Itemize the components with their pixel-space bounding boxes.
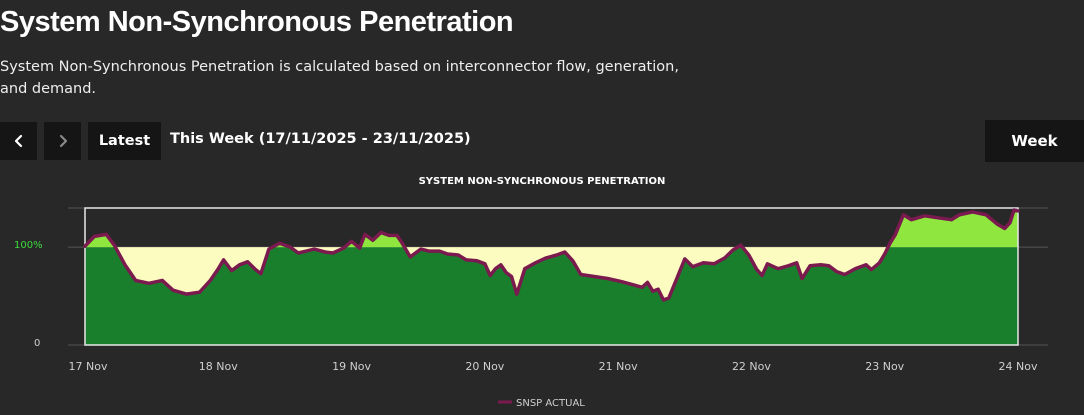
date-range-label: This Week (17/11/2025 - 23/11/2025) (170, 131, 471, 147)
previous-week-button[interactable] (0, 122, 37, 160)
period-select-week[interactable]: Week (985, 120, 1084, 162)
x-tick-label: 17 Nov (69, 360, 108, 373)
snsp-chart: SYSTEM NON-SYNCHRONOUS PENETRATION 0 100% 1… (14, 176, 1048, 409)
x-tick-label: 24 Nov (999, 360, 1038, 373)
x-tick-label: 22 Nov (732, 360, 771, 373)
x-tick-label: 18 Nov (199, 360, 238, 373)
chevron-right-icon (59, 134, 67, 148)
x-tick-label: 23 Nov (865, 360, 904, 373)
chevron-left-icon (14, 134, 22, 148)
y-tick-label: 0 (34, 338, 40, 349)
next-week-button[interactable] (44, 122, 81, 160)
page-title: System Non-Synchronous Penetration (0, 6, 514, 38)
chart-title: SYSTEM NON-SYNCHRONOUS PENETRATION (419, 176, 666, 187)
x-tick-label: 20 Nov (465, 360, 504, 373)
legend-label-snsp-actual: SNSP ACTUAL (516, 398, 585, 409)
latest-button[interactable]: Latest (88, 122, 161, 160)
page-description: System Non-Synchronous Penetration is ca… (0, 59, 679, 97)
series-line-snsp-actual (83, 208, 1020, 302)
plot-border (84, 207, 1019, 346)
x-tick-label: 19 Nov (332, 360, 371, 373)
area-below-100 (85, 247, 1018, 345)
area-above-100 (85, 210, 1018, 248)
x-tick-label: 21 Nov (599, 360, 638, 373)
y-tick-label: 100% (14, 240, 43, 251)
